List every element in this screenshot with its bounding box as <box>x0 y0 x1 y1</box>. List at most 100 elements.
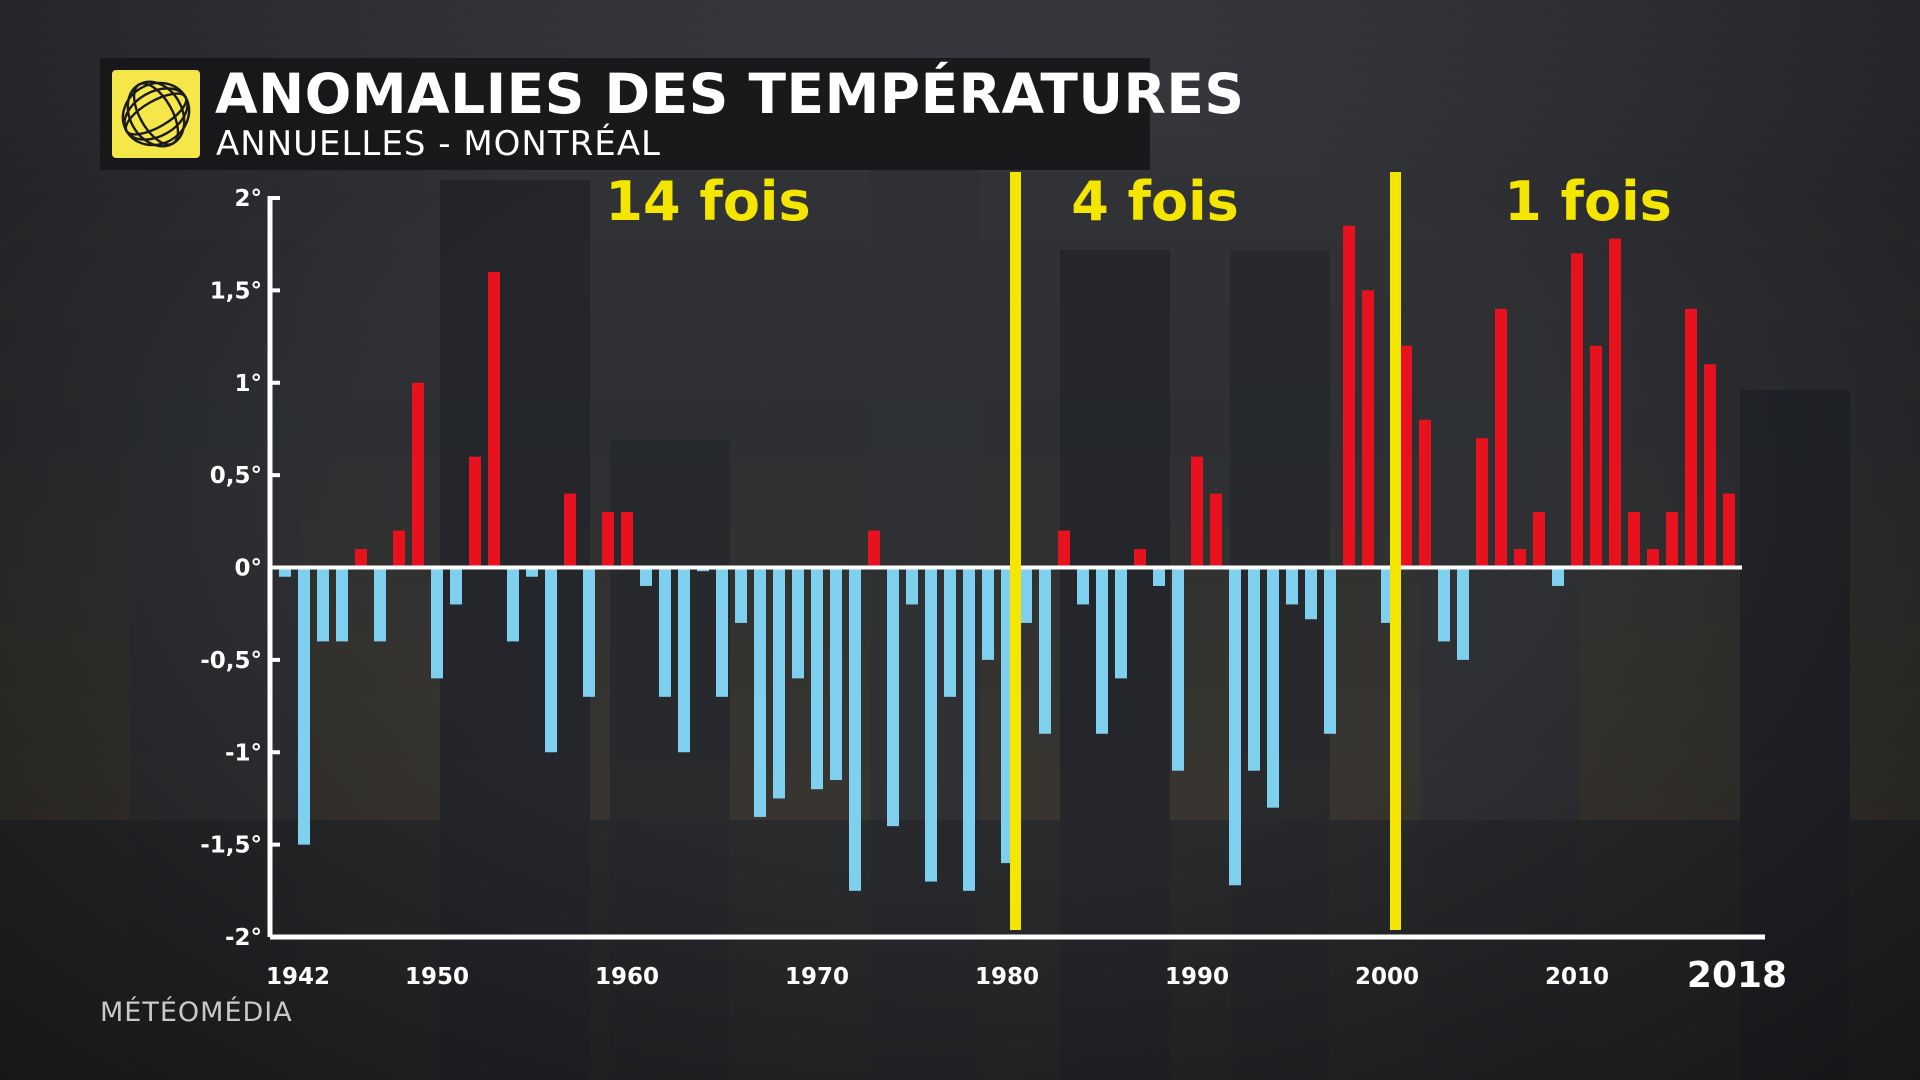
x-tick-label: 1942 <box>266 964 330 990</box>
y-tick-label: 0,5° <box>210 463 262 489</box>
bar-1979 <box>982 567 994 660</box>
period-label: 14 fois <box>605 170 810 233</box>
bar-2015 <box>1666 512 1678 568</box>
bar-2014 <box>1647 549 1659 568</box>
period-label: 1 fois <box>1504 170 1672 233</box>
low-rise-buildings <box>0 820 1920 1080</box>
bar-1950 <box>431 567 443 679</box>
bar-1976 <box>925 567 937 882</box>
bar-2003 <box>1438 567 1450 642</box>
bar-1944 <box>317 567 329 642</box>
bar-1952 <box>469 456 481 568</box>
bar-1995 <box>1286 567 1298 605</box>
bar-1975 <box>906 567 918 605</box>
title-banner: ANOMALIES DES TEMPÉRATURES ANNUELLES - M… <box>100 58 1244 170</box>
bar-2010 <box>1571 253 1583 568</box>
bar-1947 <box>374 567 386 642</box>
bar-1973 <box>868 530 880 568</box>
chart-title: ANOMALIES DES TEMPÉRATURES <box>215 62 1245 126</box>
bar-2017 <box>1704 364 1716 568</box>
bar-1945 <box>336 567 348 642</box>
bar-1978 <box>963 567 975 891</box>
meteomedia-globe-icon <box>112 70 200 158</box>
x-tick-label: 1990 <box>1165 964 1229 990</box>
bar-1967 <box>754 567 766 817</box>
bar-1962 <box>659 567 671 697</box>
bar-1981 <box>1020 567 1032 623</box>
bar-2011 <box>1590 345 1602 568</box>
bar-1994 <box>1267 567 1279 808</box>
bar-2006 <box>1495 308 1507 568</box>
bar-1949 <box>412 382 424 568</box>
chart-subtitle: ANNUELLES - MONTRÉAL <box>216 124 661 164</box>
bar-2009 <box>1552 567 1564 586</box>
bar-1985 <box>1096 567 1108 734</box>
bar-2001 <box>1400 345 1412 568</box>
bar-1942 <box>279 567 291 577</box>
bar-1943 <box>298 567 310 845</box>
y-tick-label: -1,5° <box>200 833 262 859</box>
bar-2018 <box>1723 493 1735 568</box>
bar-1958 <box>583 567 595 697</box>
x-tick-label: 1950 <box>405 964 469 990</box>
bar-2012 <box>1609 238 1621 568</box>
y-tick-label: 2° <box>234 186 262 212</box>
bar-2005 <box>1476 438 1488 568</box>
bar-1974 <box>887 567 899 827</box>
bar-1969 <box>792 567 804 679</box>
bar-2013 <box>1628 512 1640 568</box>
x-tick-label: 1970 <box>785 964 849 990</box>
x-tick-label: 1980 <box>975 964 1039 990</box>
bar-1989 <box>1172 567 1184 771</box>
y-tick-label: -2° <box>225 925 262 951</box>
bar-1966 <box>735 567 747 623</box>
bar-1988 <box>1153 567 1165 586</box>
x-tick-label: 2010 <box>1545 964 1609 990</box>
y-tick-label: -0,5° <box>200 648 262 674</box>
bar-1982 <box>1039 567 1051 734</box>
bar-1963 <box>678 567 690 753</box>
bar-1996 <box>1305 567 1317 620</box>
y-tick-label: 1,5° <box>210 278 262 304</box>
bar-1953 <box>488 271 500 568</box>
bar-1946 <box>355 549 367 568</box>
bar-1991 <box>1210 493 1222 568</box>
bar-1960 <box>621 512 633 568</box>
bar-2016 <box>1685 308 1697 568</box>
x-tick-label: 2018 <box>1687 955 1787 996</box>
bar-1948 <box>393 530 405 568</box>
bar-1971 <box>830 567 842 780</box>
period-label: 4 fois <box>1071 170 1239 233</box>
bar-1972 <box>849 567 861 891</box>
bar-2008 <box>1533 512 1545 568</box>
y-tick-label: 1° <box>234 371 262 397</box>
bar-1997 <box>1324 567 1336 734</box>
bar-1961 <box>640 567 652 586</box>
bar-1999 <box>1362 290 1374 568</box>
bar-1977 <box>944 567 956 697</box>
bar-1955 <box>526 567 538 577</box>
bar-1992 <box>1229 567 1241 886</box>
bar-1968 <box>773 567 785 799</box>
bar-1993 <box>1248 567 1260 771</box>
bar-1959 <box>602 512 614 568</box>
bar-1951 <box>450 567 462 605</box>
bar-2007 <box>1514 549 1526 568</box>
bar-1965 <box>716 567 728 697</box>
bar-1990 <box>1191 456 1203 568</box>
bar-1998 <box>1343 225 1355 568</box>
bar-1957 <box>564 493 576 568</box>
bar-1987 <box>1134 549 1146 568</box>
bar-1983 <box>1058 530 1070 568</box>
x-tick-label: 2000 <box>1355 964 1419 990</box>
x-tick-label: 1960 <box>595 964 659 990</box>
y-tick-label: 0° <box>234 556 262 582</box>
brand-watermark: MÉTÉOMÉDIA <box>100 997 293 1028</box>
y-tick-label: -1° <box>225 740 262 766</box>
globe-swirl-icon <box>121 80 191 148</box>
bar-1970 <box>811 567 823 790</box>
bar-1956 <box>545 567 557 753</box>
bar-1954 <box>507 567 519 642</box>
bar-1986 <box>1115 567 1127 679</box>
